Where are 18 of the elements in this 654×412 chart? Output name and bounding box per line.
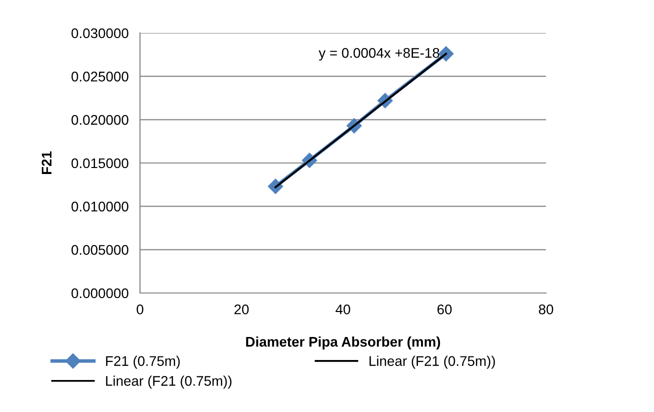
legend-label: Linear (F21 (0.75m)) <box>106 376 232 389</box>
x-tick-label: 20 <box>234 304 249 314</box>
x-tick-label: 80 <box>538 304 554 314</box>
legend-label: Linear (F21 (0.75m)) <box>370 356 495 369</box>
y-tick-label: 0.020000 <box>72 115 128 125</box>
y-tick-label: 0.010000 <box>72 202 128 212</box>
y-tick-label: 0.005000 <box>72 245 128 255</box>
y-tick-label: 0.015000 <box>72 158 128 168</box>
x-tick-label: 60 <box>437 304 452 314</box>
y-tick-label: 0.030000 <box>72 28 128 38</box>
y-tick-label: 0.000000 <box>72 288 128 298</box>
legend-label: F21 (0.75m) <box>106 356 180 369</box>
y-axis-title: F21 <box>42 151 52 174</box>
y-tick-label: 0.025000 <box>72 72 128 82</box>
annotation: y = 0.0004x +8E-18 <box>318 48 440 61</box>
x-axis-title: Diameter Pipa Absorber (mm) <box>246 336 440 350</box>
x-tick-label: 0 <box>136 304 144 314</box>
x-tick-label: 40 <box>336 304 350 314</box>
